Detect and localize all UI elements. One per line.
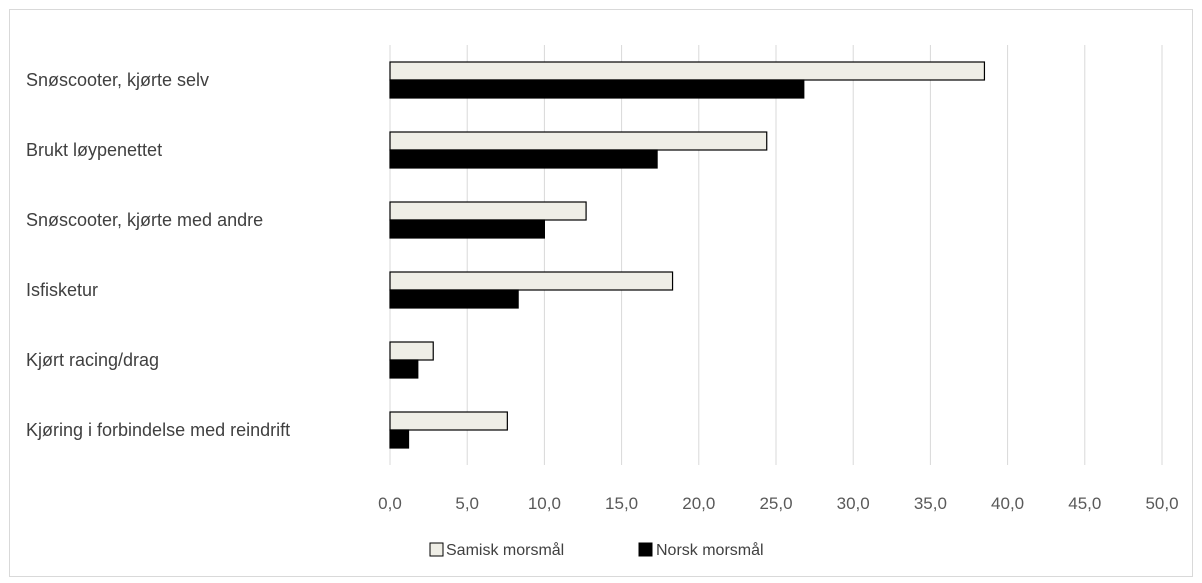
bar-norsk	[389, 149, 658, 169]
legend-swatch-norsk	[638, 542, 653, 557]
x-tick-label: 25,0	[759, 494, 792, 513]
category-label: Snøscooter, kjørte med andre	[26, 210, 263, 230]
x-tick-label: 20,0	[682, 494, 715, 513]
x-tick-label: 30,0	[837, 494, 870, 513]
x-tick-label: 10,0	[528, 494, 561, 513]
bar-norsk	[389, 289, 519, 309]
legend-label-norsk: Norsk morsmål	[656, 541, 764, 559]
x-tick-label: 5,0	[455, 494, 479, 513]
bars	[389, 61, 986, 449]
bar-samisk	[389, 61, 986, 81]
bar-norsk	[389, 429, 410, 449]
x-tick-label: 45,0	[1068, 494, 1101, 513]
category-label: Brukt løypenettet	[26, 140, 162, 160]
bar-norsk	[389, 219, 545, 239]
bar-samisk	[389, 411, 508, 431]
legend: Samisk morsmål Norsk morsmål	[429, 541, 764, 559]
category-label: Kjøring i forbindelse med reindrift	[26, 420, 290, 440]
bar-norsk	[389, 359, 419, 379]
chart-frame	[9, 9, 1193, 577]
category-label: Kjørt racing/drag	[26, 350, 159, 370]
category-labels: Snøscooter, kjørte selv Brukt løypenettet…	[26, 70, 290, 440]
category-label: Snøscooter, kjørte selv	[26, 70, 209, 90]
x-tick-label: 50,0	[1145, 494, 1178, 513]
bar-samisk	[389, 201, 587, 221]
x-tick-label: 0,0	[378, 494, 402, 513]
category-label: Isfisketur	[26, 280, 98, 300]
legend-label-samisk: Samisk morsmål	[446, 541, 564, 559]
bar-samisk	[389, 271, 674, 291]
gridlines	[389, 45, 1163, 465]
x-tick-labels: 0,0 5,0 10,0 15,0 20,0 25,0 30,0 35,0 40,0 45,0 50…	[378, 494, 1178, 513]
legend-swatch-samisk	[429, 542, 444, 557]
bar-samisk	[389, 341, 434, 361]
bar-samisk	[389, 131, 768, 151]
x-tick-label: 40,0	[991, 494, 1024, 513]
x-tick-label: 35,0	[914, 494, 947, 513]
x-tick-label: 15,0	[605, 494, 638, 513]
bar-norsk	[389, 79, 805, 99]
